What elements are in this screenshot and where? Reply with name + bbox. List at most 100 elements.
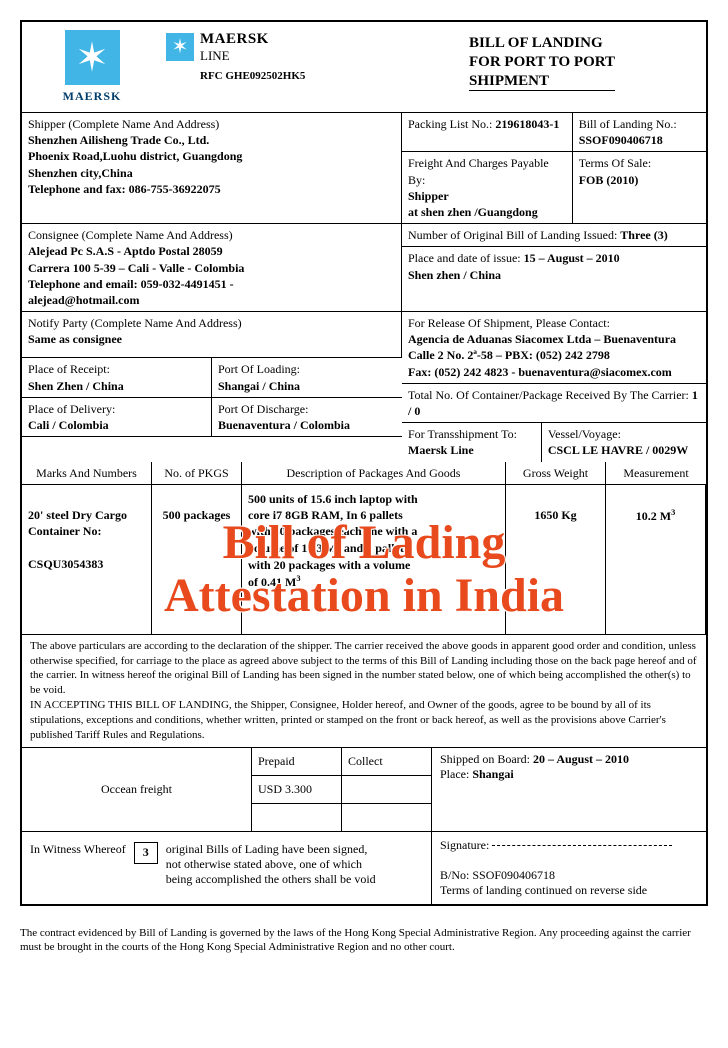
- discharge-cell: Port Of Discharge: Buenaventura / Colomb…: [212, 398, 402, 436]
- pkgs-value: 500 packages: [163, 508, 231, 522]
- transship-label: For Transshipment To:: [408, 426, 535, 442]
- voyage-value: CSCL LE HAVRE / 0029W: [548, 442, 700, 458]
- freight-cell: Freight And Charges Payable By: Shipper …: [402, 152, 573, 223]
- goods-meas: 10.2 M3: [606, 485, 706, 634]
- terms-text2: IN ACCEPTING THIS BILL OF LANDING, the S…: [30, 699, 666, 741]
- receipt-label: Place of Receipt:: [28, 361, 205, 377]
- shipper-right-col: Packing List No.: 219618043-1 Bill of La…: [402, 113, 706, 223]
- release-l3: Fax: (052) 242 4823 - buenaventura@siaco…: [408, 364, 700, 380]
- receipt-cell: Place of Receipt: Shen Zhen / China: [22, 358, 212, 396]
- witness-text: original Bills of Lading have been signe…: [166, 842, 376, 887]
- notify-ports-col: Notify Party (Complete Name And Address)…: [22, 312, 402, 462]
- marks-l3: CSQU3054383: [28, 556, 145, 572]
- shipped-date: 20 – August – 2010: [533, 752, 629, 766]
- release-col: For Release Of Shipment, Please Contact:…: [402, 312, 706, 462]
- desc-l1: 500 units of 15.6 inch laptop with: [248, 491, 499, 507]
- consignee-l2: Carrera 100 5-39 – Cali - Valle - Colomb…: [28, 260, 395, 276]
- delivery-label: Place of Delivery:: [28, 401, 205, 417]
- col-desc: Description of Packages And Goods: [242, 462, 506, 484]
- blno-value: SSOF090406718: [579, 132, 700, 148]
- title-line1: BILL OF LANDING: [469, 35, 603, 51]
- collect-empty: [342, 804, 431, 831]
- maersk-logo-block: ✶ MAERSK: [22, 22, 162, 112]
- transship-value: Maersk Line: [408, 443, 474, 457]
- goods-marks: 20' steel Dry Cargo Container No: CSQU30…: [22, 485, 152, 634]
- issue-cell: Place and date of issue: 15 – August – 2…: [402, 247, 706, 311]
- transship-cell: For Transshipment To: Maersk Line: [402, 423, 542, 461]
- desc-l2: core i7 8GB RAM, In 6 pallets: [248, 507, 499, 523]
- continued-text: Terms of landing continued on reverse si…: [440, 883, 698, 898]
- loading-value: Shangai / China: [218, 378, 396, 394]
- notify-cell: Notify Party (Complete Name And Address)…: [22, 312, 402, 358]
- goods-header-row: Marks And Numbers No. of PKGS Descriptio…: [22, 462, 706, 485]
- bno-label: B/No:: [440, 868, 469, 882]
- prepaid-empty: [252, 804, 342, 831]
- consignee-cell: Consignee (Complete Name And Address) Al…: [22, 224, 402, 311]
- line-brand: MAERSK: [200, 31, 269, 47]
- shipper-l3: Shenzhen city,China: [28, 165, 395, 181]
- witness-row: In Witness Whereof 3 original Bills of L…: [22, 832, 706, 904]
- rfc-code: RFC GHE092502HK5: [200, 70, 457, 82]
- consignee-label: Consignee (Complete Name And Address): [28, 227, 395, 243]
- discharge-label: Port Of Discharge:: [218, 401, 396, 417]
- tos-cell: Terms Of Sale: FOB (2010): [573, 152, 706, 223]
- shipped-place-label: Place:: [440, 767, 469, 781]
- orig-value: Three (3): [620, 228, 667, 242]
- notify-release-row: Notify Party (Complete Name And Address)…: [22, 312, 706, 462]
- consignee-l1: Alejead Pc S.A.S - Aptdo Postal 28059: [28, 243, 395, 259]
- packing-cell: Packing List No.: 219618043-1: [402, 113, 573, 151]
- orig-label: Number of Original Bill of Landing Issue…: [408, 228, 617, 242]
- occean-freight-cell: Occean freight: [22, 748, 252, 831]
- marks-l1: 20' steel Dry Cargo: [28, 507, 145, 523]
- witness-cell: In Witness Whereof 3 original Bills of L…: [22, 832, 432, 904]
- release-l1: Agencia de Aduanas Siacomex Ltda – Buena…: [408, 331, 700, 347]
- container-pkg-label: Total No. Of Container/Package Received …: [408, 388, 689, 402]
- tos-label: Terms Of Sale:: [579, 155, 700, 171]
- freight-label: Freight And Charges Payable By:: [408, 155, 566, 187]
- shipper-label: Shipper (Complete Name And Address): [28, 116, 395, 132]
- maersk-line-block: ✶ MAERSK LINE RFC GHE092502HK5: [162, 22, 461, 112]
- collect-amount: [342, 776, 431, 803]
- goods-body-row: 20' steel Dry Cargo Container No: CSQU30…: [22, 485, 706, 635]
- consignee-row: Consignee (Complete Name And Address) Al…: [22, 224, 706, 312]
- loading-cell: Port Of Loading: Shangai / China: [212, 358, 402, 396]
- receipt-value: Shen Zhen / China: [28, 378, 205, 394]
- release-label: For Release Of Shipment, Please Contact:: [408, 315, 700, 331]
- shipper-cell: Shipper (Complete Name And Address) Shen…: [22, 113, 402, 223]
- shipper-l4: Telephone and fax: 086-755-36922075: [28, 181, 395, 197]
- prepaid-amount: USD 3.300: [252, 776, 342, 803]
- packing-label: Packing List No.:: [408, 117, 492, 131]
- witness-label: In Witness Whereof: [30, 842, 126, 857]
- witness-t1: original Bills of Lading have been signe…: [166, 842, 368, 856]
- discharge-value: Buenaventura / Colombia: [218, 417, 396, 433]
- release-l2: Calle 2 No. 2ª-58 – PBX: (052) 242 2798: [408, 347, 700, 363]
- voyage-cell: Vessel/Voyage: CSCL LE HAVRE / 0029W: [542, 423, 706, 461]
- prepaid-header: Prepaid: [252, 748, 342, 775]
- notify-label: Notify Party (Complete Name And Address): [28, 315, 395, 331]
- maersk-star-icon: ✶: [65, 30, 120, 85]
- document-title-block: BILL OF LANDING FOR PORT TO PORT SHIPMEN…: [461, 22, 706, 112]
- goods-desc: 500 units of 15.6 inch laptop with core …: [242, 485, 506, 634]
- shipped-place: Shangai: [472, 767, 513, 781]
- notify-value: Same as consignee: [28, 331, 395, 347]
- signature-cell: Signature: B/No: SSOF090406718 Terms of …: [432, 832, 706, 904]
- col-meas: Measurement: [606, 462, 706, 484]
- marks-l2: Container No:: [28, 523, 145, 539]
- shipper-l2: Phoenix Road,Luohu district, Guangdong: [28, 148, 395, 164]
- desc-l4b: and 1 pallet: [341, 541, 404, 555]
- originals-cell: Number of Original Bill of Landing Issue…: [402, 224, 706, 246]
- col-pkgs: No. of PKGS: [152, 462, 242, 484]
- terms-text1: The above particulars are according to t…: [30, 640, 697, 697]
- goods-weight: 1650 Kg: [506, 485, 606, 634]
- document-header: ✶ MAERSK ✶ MAERSK LINE RFC GHE092502HK5 …: [22, 22, 706, 113]
- consignee-l3: Telephone and email: 059-032-4491451 -: [28, 276, 395, 292]
- terms-block: The above particulars are according to t…: [22, 635, 706, 748]
- sig-label: Signature:: [440, 838, 489, 852]
- line-sub: LINE: [200, 48, 269, 64]
- shipper-l1: Shenzhen Ailisheng Trade Co., Ltd.: [28, 132, 395, 148]
- witness-count-box: 3: [134, 842, 158, 864]
- issue-place: Shen zhen / China: [408, 268, 501, 282]
- bno-value: SSOF090406718: [472, 868, 555, 882]
- desc-l6: of 0.41 M: [248, 575, 296, 589]
- signature-line: [492, 845, 672, 846]
